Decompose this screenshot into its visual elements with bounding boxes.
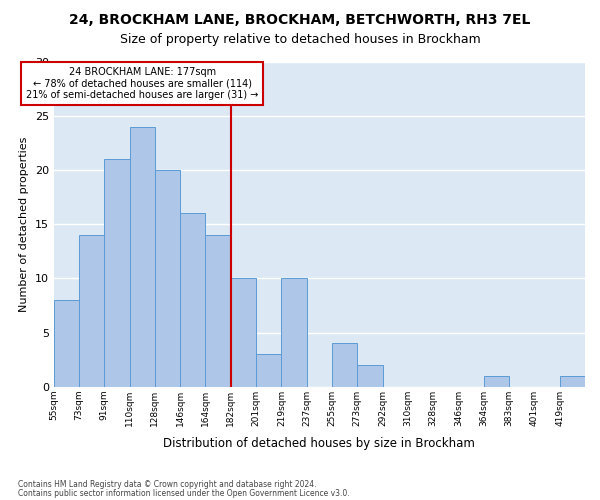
X-axis label: Distribution of detached houses by size in Brockham: Distribution of detached houses by size … — [163, 437, 475, 450]
Bar — [231, 278, 256, 386]
Bar — [357, 365, 383, 386]
Text: 24 BROCKHAM LANE: 177sqm
← 78% of detached houses are smaller (114)
21% of semi-: 24 BROCKHAM LANE: 177sqm ← 78% of detach… — [26, 67, 259, 100]
Bar — [484, 376, 509, 386]
Bar — [104, 159, 130, 386]
Bar — [281, 278, 307, 386]
Bar — [560, 376, 585, 386]
Y-axis label: Number of detached properties: Number of detached properties — [19, 136, 29, 312]
Bar — [155, 170, 180, 386]
Bar — [53, 300, 79, 386]
Bar — [205, 235, 231, 386]
Bar — [332, 344, 357, 386]
Bar — [79, 235, 104, 386]
Bar — [130, 126, 155, 386]
Text: Contains public sector information licensed under the Open Government Licence v3: Contains public sector information licen… — [18, 489, 350, 498]
Bar — [180, 214, 205, 386]
Text: Contains HM Land Registry data © Crown copyright and database right 2024.: Contains HM Land Registry data © Crown c… — [18, 480, 317, 489]
Bar — [256, 354, 281, 386]
Text: 24, BROCKHAM LANE, BROCKHAM, BETCHWORTH, RH3 7EL: 24, BROCKHAM LANE, BROCKHAM, BETCHWORTH,… — [70, 12, 530, 26]
Text: Size of property relative to detached houses in Brockham: Size of property relative to detached ho… — [119, 32, 481, 46]
